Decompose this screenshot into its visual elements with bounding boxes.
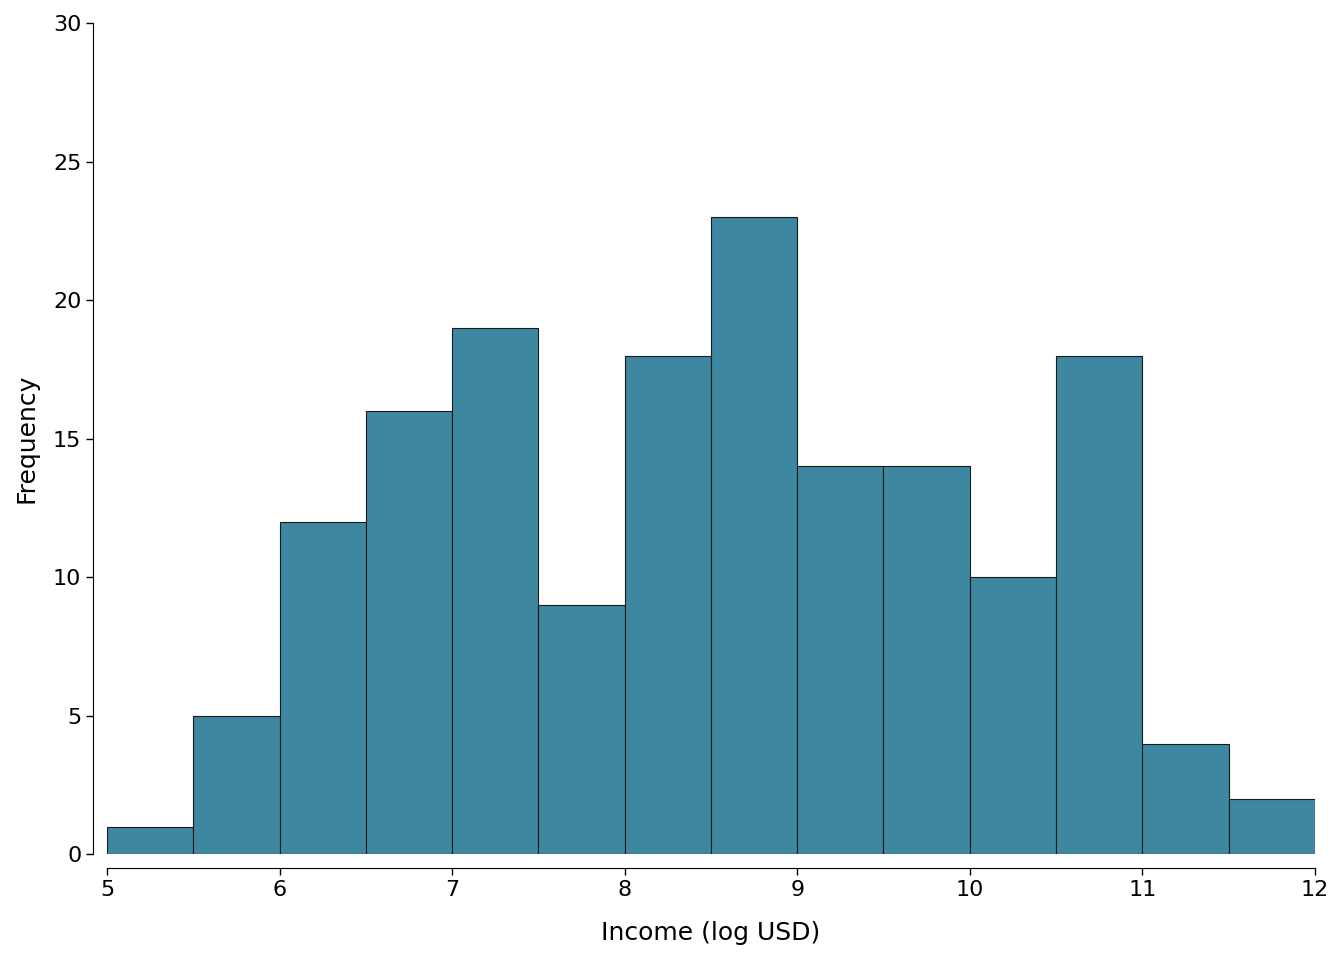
Bar [625, 355, 711, 854]
X-axis label: Income (log USD): Income (log USD) [601, 921, 821, 945]
Bar [194, 716, 280, 854]
Bar [970, 577, 1056, 854]
Bar [452, 328, 539, 854]
Bar [366, 411, 452, 854]
Bar [711, 217, 797, 854]
Bar [539, 605, 625, 854]
Bar [883, 467, 970, 854]
Bar [1056, 355, 1142, 854]
Y-axis label: Frequency: Frequency [15, 374, 39, 503]
Bar [1228, 799, 1314, 854]
Bar [280, 522, 366, 854]
Bar [1142, 744, 1228, 854]
Bar [108, 827, 194, 854]
Bar [797, 467, 883, 854]
